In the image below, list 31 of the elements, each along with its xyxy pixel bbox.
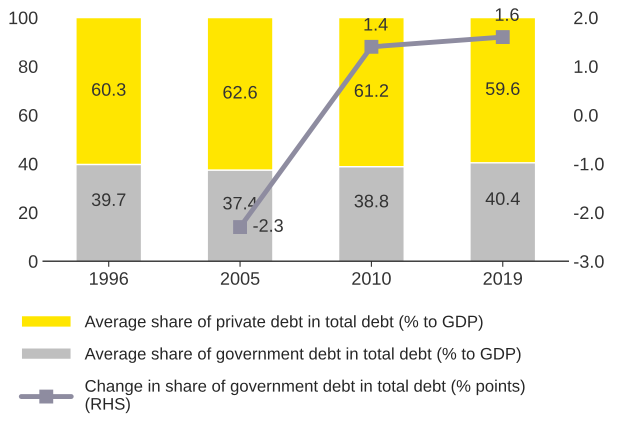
y-tick-label: 80 xyxy=(18,60,38,74)
point xyxy=(496,30,510,44)
legend-label: Average share of government debt in total debt (% to GDP) xyxy=(84,347,521,363)
y2-tick-label: -3.0 xyxy=(574,255,604,268)
y2-tick-label: 0.0 xyxy=(574,108,598,122)
y2-tick-label: 1.0 xyxy=(574,60,598,74)
data-label: 39.7 xyxy=(92,193,126,206)
y-tick-label: 0 xyxy=(28,255,38,268)
legend-label: Average share of private debt in total debt (% to GDP) xyxy=(84,315,483,331)
x-tick-label: 2005 xyxy=(220,272,260,285)
y2-tick-label: -2.0 xyxy=(574,206,604,220)
data-label: 62.6 xyxy=(223,86,257,99)
point xyxy=(233,220,248,234)
data-label: 59.6 xyxy=(486,82,520,96)
data-label: 40.4 xyxy=(486,192,520,206)
y-tick-label: 20 xyxy=(19,206,38,220)
data-label: 1.4 xyxy=(364,18,388,31)
point xyxy=(364,40,378,54)
legend-label: Change in share of government debt in total debt (% points) (RHS) xyxy=(85,380,525,414)
y2-tick-label: -1.0 xyxy=(574,158,604,170)
x-tick-label: 2010 xyxy=(352,272,391,285)
x-tick-label: 1996 xyxy=(90,272,128,285)
data-label: 60.3 xyxy=(92,83,126,96)
data-label: 61.2 xyxy=(354,84,388,97)
y-tick-label: 100 xyxy=(9,11,38,24)
x-tick-label: 2019 xyxy=(484,272,522,285)
data-label: 38.8 xyxy=(354,194,388,208)
data-label: -2.3 xyxy=(253,219,283,232)
y-tick-label: 40 xyxy=(18,158,38,170)
y2-tick-label: 2.0 xyxy=(574,11,598,24)
y-tick-label: 60 xyxy=(19,108,38,122)
